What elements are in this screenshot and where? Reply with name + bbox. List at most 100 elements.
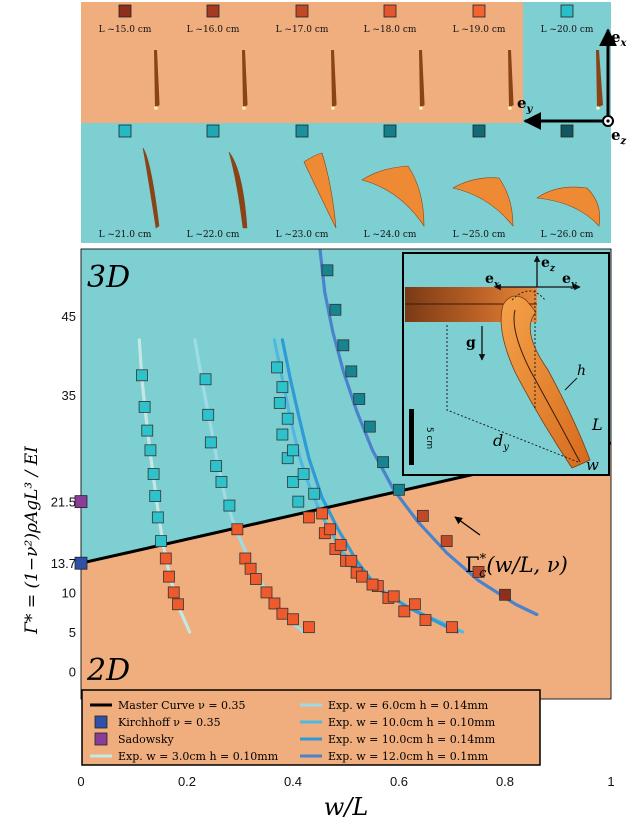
x-tick-label: 0.2 [178, 774, 196, 789]
row1-color-square [560, 4, 574, 18]
inset: ez ex ey g h L w dy 5 cm [402, 252, 610, 476]
row2-strip [303, 152, 337, 229]
y-axis-label: Γ* = (1−ν²)ρAgL³ / EI [22, 446, 42, 635]
series-4-marker [353, 393, 366, 405]
series-3-marker [308, 487, 321, 500]
row1-strip [242, 50, 248, 108]
inset-dy-label: dy [493, 431, 509, 453]
series-4-marker [440, 535, 453, 548]
row1-length-label: L ~17.0 cm [276, 25, 329, 35]
row2-strip [228, 151, 248, 229]
y-tick-label: 21.5 [51, 495, 76, 510]
row2-length-label: L ~21.0 cm [99, 230, 152, 240]
inset-scale-label: 5 cm [424, 427, 434, 449]
series-4-marker [499, 588, 511, 601]
row1-strip [596, 50, 603, 108]
legend-label: Exp. w = 3.0cm h = 0.10mm [118, 750, 279, 763]
row2-length-label: L ~22.0 cm [187, 230, 240, 240]
series-1-marker [215, 475, 228, 488]
series-4-marker [377, 456, 390, 469]
series-1-marker [223, 499, 236, 512]
row2-strip [452, 177, 514, 227]
series-1-marker [268, 597, 281, 610]
x-tick-label: 0.4 [284, 774, 302, 789]
inset-h-label: h [577, 363, 586, 379]
series-1-marker [287, 613, 299, 626]
series-3-marker [387, 590, 400, 603]
axis-triad: ex ey ez [517, 28, 628, 147]
legend-box [81, 689, 541, 766]
legend-label: Exp. w = 10.0cm h = 0.10mm [328, 716, 496, 729]
row2-color-square [472, 124, 486, 138]
ey-axis-label: ey [517, 94, 534, 115]
series-4-marker [321, 264, 334, 277]
x-tick-label: 0.6 [390, 774, 408, 789]
x-tick-label: 0.8 [496, 774, 514, 789]
series-4-marker [363, 420, 376, 433]
legend-swatch-square [94, 715, 108, 729]
series-2-marker [276, 428, 289, 441]
row1-strip-tip [508, 106, 512, 110]
series-1-marker [199, 373, 212, 386]
inset-L-label: L [591, 415, 603, 434]
series-0-marker [172, 598, 184, 611]
x-tick-label: 1 [607, 774, 614, 789]
series-0-marker [159, 552, 172, 565]
ex-axis-label: ex [611, 28, 628, 49]
inset-w-label: w [586, 456, 599, 474]
experiment-markers [136, 264, 511, 634]
series-0-marker [151, 511, 164, 524]
legend: Master Curve ν = 0.35 Exp. w = 6.0cm h = … [81, 689, 541, 766]
series-1-marker [202, 408, 215, 421]
y-tick-label: 35 [62, 388, 76, 403]
series-2-marker [287, 475, 299, 488]
series-1-marker [239, 552, 252, 565]
row2-length-label: L ~26.0 cm [541, 230, 594, 240]
row2-strip [142, 147, 160, 229]
series-0-marker [147, 468, 160, 480]
inset-scale-label-group: 5 cm [424, 427, 434, 449]
y-tick-label: 0 [69, 664, 76, 679]
y-tick-label: 10 [62, 585, 76, 600]
series-1-marker [231, 523, 244, 536]
series-1-marker [244, 562, 257, 575]
series-3-marker [355, 570, 368, 583]
series-1-marker [276, 607, 289, 620]
ez-axis-dot [606, 119, 610, 123]
legend-swatch-square [94, 732, 108, 746]
row2-strip [361, 165, 425, 227]
row2-color-square [560, 124, 574, 138]
series-1-marker [260, 586, 273, 599]
top-row2-specimens: L ~21.0 cm L ~22.0 cm L ~23.0 cm L ~24.0 cm… [99, 124, 601, 240]
series-4-marker [416, 509, 429, 522]
series-4-marker [472, 565, 485, 578]
top-row1-specimens: L ~15.0 cm L ~16.0 cm L ~17.0 cm L ~18.0 cm… [99, 4, 603, 110]
series-2-marker [419, 614, 432, 626]
y-tick-label: 13.7 [51, 556, 76, 571]
row1-strip-tip [419, 106, 423, 110]
reference-points [74, 495, 88, 570]
series-0-marker [141, 424, 154, 437]
top-row1-bg-orange [81, 2, 523, 123]
series-3-marker [366, 578, 379, 591]
series-2-marker [446, 621, 458, 634]
series-0-marker [136, 369, 148, 382]
gamma-c-label: Γ* c(w/L, ν) [465, 552, 568, 581]
row1-length-label: L ~16.0 cm [187, 25, 240, 35]
row1-color-square [118, 4, 132, 18]
inset-ez-label: ez [541, 255, 556, 274]
series-2-marker [302, 511, 315, 524]
row1-strip-tip [242, 106, 246, 110]
series-0-marker [167, 586, 180, 599]
legend-label: Sadowsky [118, 733, 174, 746]
sadowsky-point [74, 495, 88, 509]
inset-hanging-strip [500, 295, 591, 469]
row1-color-square [383, 4, 397, 18]
series-3-marker [316, 507, 329, 520]
y-axis-label-text: Γ* = (1−ν²)ρAgL³ / EI [22, 446, 42, 635]
series-3-marker [408, 598, 421, 611]
gamma-c-pointer [454, 516, 481, 536]
series-1-marker [204, 436, 217, 449]
row1-strip [419, 50, 425, 108]
inset-ey-label: ey [562, 271, 577, 290]
